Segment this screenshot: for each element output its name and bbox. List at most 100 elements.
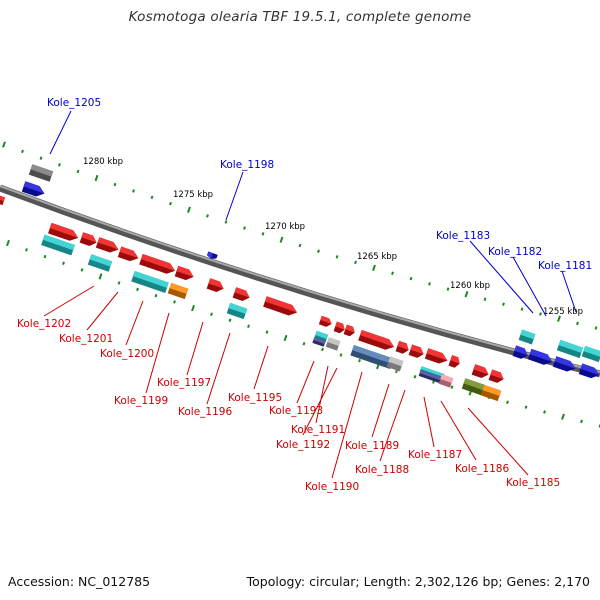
scale-tick bbox=[243, 226, 246, 230]
gene-label-minus: Kole_1192 bbox=[276, 439, 330, 451]
leader-line bbox=[49, 110, 72, 155]
scale-tick bbox=[483, 297, 487, 301]
gene-arrow bbox=[343, 324, 355, 337]
leader-line bbox=[206, 332, 231, 405]
scale-tick bbox=[539, 312, 542, 316]
leader-line bbox=[186, 321, 204, 376]
gene-label-minus: Kole_1199 bbox=[114, 395, 168, 407]
gene-label-minus: Kole_1195 bbox=[228, 392, 282, 404]
gene-arrow bbox=[48, 222, 79, 241]
scale-label: 1265 kbp bbox=[357, 252, 397, 262]
gene-arrow bbox=[518, 329, 536, 345]
leader-line bbox=[512, 256, 547, 317]
gene-label-minus: Kole_1189 bbox=[345, 440, 399, 452]
gene-arrow bbox=[488, 369, 504, 383]
gene-arrow bbox=[226, 302, 248, 320]
gene-arrow bbox=[131, 270, 169, 294]
scale-tick bbox=[113, 182, 117, 187]
gene-label-minus: Kole_1188 bbox=[355, 464, 409, 476]
gene-arrow bbox=[395, 340, 409, 354]
leader-line bbox=[125, 300, 144, 346]
scale-tick bbox=[98, 273, 103, 280]
diagram-title: Kosmotoga olearia TBF 19.5.1, complete g… bbox=[128, 9, 472, 25]
gene-arrow bbox=[461, 378, 487, 396]
scale-tick bbox=[283, 334, 288, 342]
scale-tick bbox=[502, 302, 505, 306]
minus-strand-labels: Kole_1202 Kole_1201 Kole_1200 Kole_1199 … bbox=[17, 318, 560, 493]
gene-arrow bbox=[0, 194, 6, 206]
scale-tick bbox=[206, 214, 209, 218]
gene-label-minus: Kole_1187 bbox=[408, 449, 462, 461]
gene-arrow bbox=[41, 234, 75, 256]
gene-arrow bbox=[512, 345, 528, 359]
scale-tick bbox=[2, 141, 6, 148]
leader-line bbox=[469, 240, 534, 314]
scale-label: 1255 kbp bbox=[543, 307, 583, 317]
scale-tick bbox=[428, 282, 431, 286]
leader-lines bbox=[43, 110, 577, 479]
gene-label-minus: Kole_1193 bbox=[269, 405, 323, 417]
gene-arrow bbox=[581, 345, 600, 363]
scale-tick bbox=[372, 264, 376, 272]
gene-arrow bbox=[556, 339, 584, 359]
scale-label: 1260 kbp bbox=[450, 281, 490, 291]
gene-arrow bbox=[350, 344, 394, 370]
leader-line bbox=[86, 291, 119, 331]
gene-arrow bbox=[139, 253, 176, 274]
gene-label-plus: Kole_1205 bbox=[47, 97, 101, 109]
scale-tick bbox=[76, 169, 80, 174]
scale-tick bbox=[25, 248, 28, 252]
gene-arrow bbox=[206, 278, 224, 292]
scale-tick bbox=[354, 260, 357, 265]
gene-arrow bbox=[325, 337, 341, 351]
scale-tick bbox=[298, 243, 302, 248]
leader-line bbox=[423, 396, 435, 448]
accession-text: Accession: NC_012785 bbox=[8, 574, 151, 589]
scale-tick bbox=[136, 287, 139, 292]
scale-tick bbox=[265, 330, 269, 334]
gene-arrow bbox=[358, 329, 395, 350]
gene-arrow bbox=[552, 356, 576, 372]
scale-label: 1270 kbp bbox=[265, 222, 305, 232]
scale-tick bbox=[321, 347, 324, 352]
scale-tick bbox=[576, 321, 579, 326]
leader-line bbox=[253, 345, 269, 390]
scale-tick bbox=[317, 249, 320, 253]
scale-tick bbox=[94, 174, 99, 182]
scale-tick bbox=[43, 254, 47, 259]
scale-tick bbox=[80, 268, 84, 272]
gene-label-minus: Kole_1202 bbox=[17, 318, 71, 330]
gene-arrow bbox=[527, 348, 553, 365]
gene-arrow bbox=[174, 265, 194, 281]
leader-line bbox=[43, 285, 95, 317]
scale-tick bbox=[117, 281, 121, 285]
scale-tick bbox=[339, 353, 343, 357]
scale-tick bbox=[6, 239, 10, 247]
scale-tick bbox=[594, 326, 598, 330]
scale-tick bbox=[58, 163, 61, 167]
gene-label-minus: Kole_1185 bbox=[506, 477, 560, 489]
leader-line bbox=[371, 383, 390, 438]
gene-arrow bbox=[424, 348, 448, 364]
scale-tick bbox=[261, 232, 265, 236]
gene-label-minus: Kole_1201 bbox=[59, 333, 113, 345]
gene-arrow bbox=[312, 337, 326, 347]
scale-tick bbox=[191, 304, 195, 312]
gene-label-minus: Kole_1200 bbox=[100, 348, 154, 360]
scale-labels: 1280 kbp 1275 kbp 1270 kbp 1265 kbp 1260… bbox=[83, 157, 583, 317]
gene-arrow bbox=[28, 164, 54, 182]
gene-arrow bbox=[578, 363, 600, 379]
gene-label-plus: Kole_1198 bbox=[220, 159, 274, 171]
scale-tick bbox=[413, 375, 417, 379]
scale-tick bbox=[524, 405, 528, 409]
gene-label-minus: Kole_1197 bbox=[157, 377, 211, 389]
scale-tick bbox=[247, 324, 250, 328]
leader-line bbox=[561, 270, 577, 313]
scale-tick bbox=[150, 195, 154, 200]
gene-label-minus: Kole_1191 bbox=[291, 424, 345, 436]
scale-tick bbox=[169, 201, 172, 206]
scale-tick bbox=[154, 293, 158, 298]
scale-tick bbox=[557, 315, 561, 322]
scale-label: 1275 kbp bbox=[173, 190, 213, 200]
scale-tick bbox=[358, 358, 361, 363]
